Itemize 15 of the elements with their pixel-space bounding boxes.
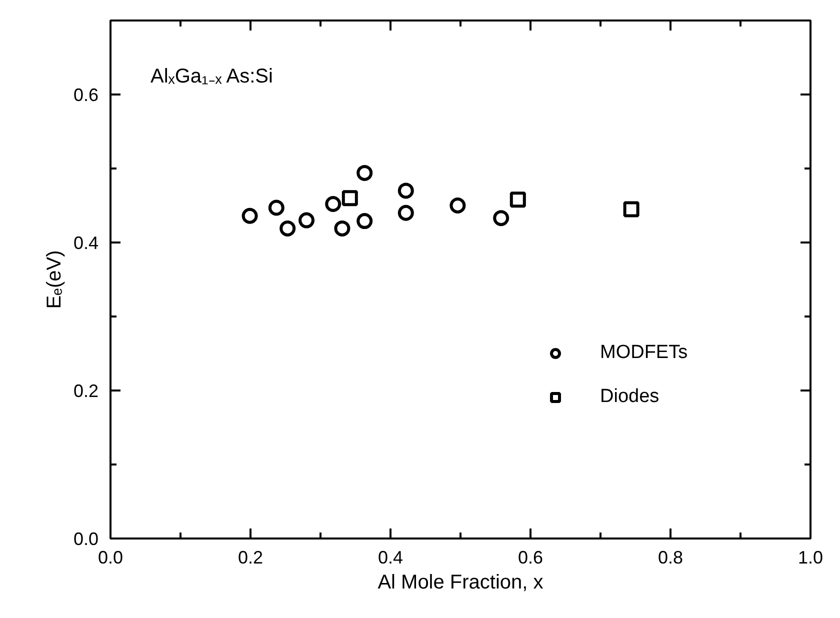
legend-label: MODFETs — [600, 342, 688, 364]
y-tick-label: 0.4 — [73, 233, 99, 253]
x-tick-label: 0.6 — [518, 548, 544, 568]
annotation: AlₓGa₁₋ₓ As:Si — [150, 66, 273, 88]
x-tick-label: 1.0 — [798, 548, 824, 568]
y-axis-title: Eₑ(eV) — [43, 250, 66, 309]
x-tick-label: 0.8 — [658, 548, 684, 568]
y-tick-label: 0.2 — [73, 381, 99, 401]
x-tick-label: 0.2 — [238, 548, 264, 568]
y-tick-label: 0.6 — [73, 85, 99, 105]
x-axis-title: Al Mole Fraction, x — [378, 572, 544, 594]
x-tick-label: 0.0 — [98, 548, 124, 568]
legend-label: Diodes — [600, 386, 660, 408]
x-tick-label: 0.4 — [378, 548, 404, 568]
y-tick-label: 0.0 — [73, 529, 99, 549]
